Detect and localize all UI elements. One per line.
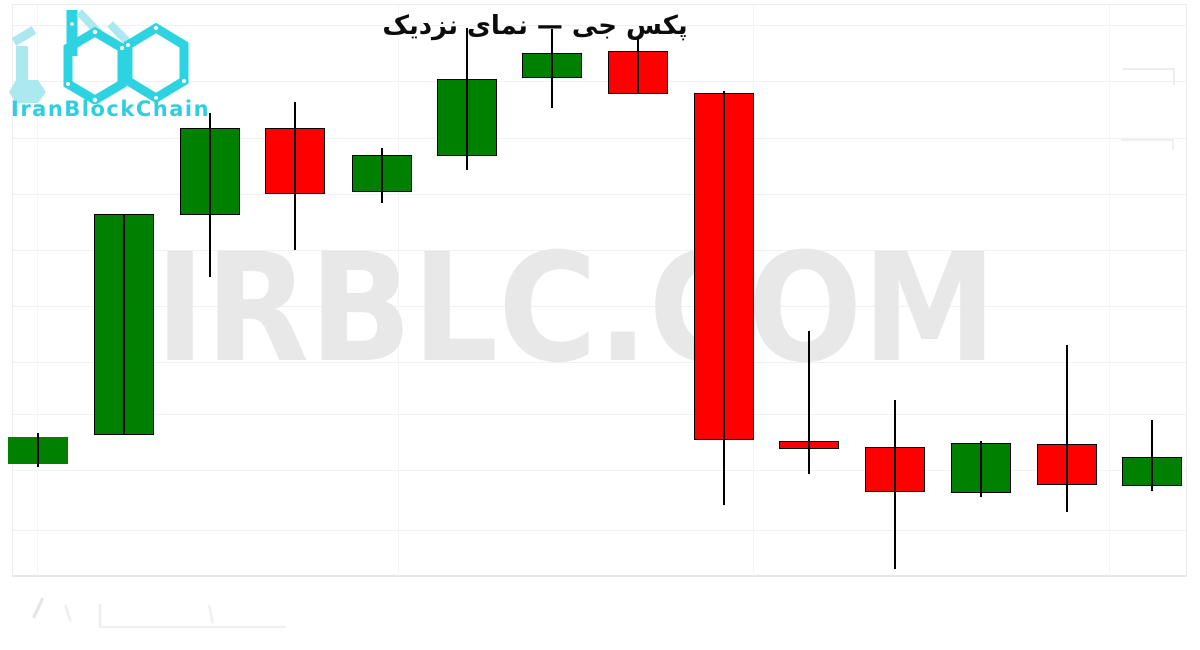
gridline-vertical (753, 5, 754, 576)
gridline-vertical (1109, 5, 1110, 576)
candle-wick (380, 148, 383, 203)
gridline-vertical (37, 5, 38, 576)
erased-label-artifact (100, 626, 286, 628)
candle-wick (722, 91, 725, 505)
gridline-horizontal (13, 414, 1186, 415)
gridline-horizontal (13, 250, 1186, 251)
gridline-vertical (398, 5, 399, 576)
gridline-horizontal (13, 470, 1186, 471)
candle-wick (550, 29, 553, 108)
iranblockchain-logo-icon (9, 9, 189, 104)
gridline-horizontal (13, 530, 1186, 531)
candle-wick (36, 433, 39, 467)
candle-wick (807, 331, 810, 474)
candle-wick (979, 441, 982, 497)
erased-label-artifact (1123, 68, 1175, 85)
candle-wick (123, 214, 125, 435)
brand-name: IranBlockChain (11, 97, 211, 121)
candle-wick (636, 39, 639, 94)
gridline-horizontal (13, 362, 1186, 363)
candle-wick (466, 28, 468, 170)
erased-label-artifact (1121, 139, 1174, 150)
gridline-horizontal (13, 306, 1186, 307)
candle-wick (893, 400, 896, 569)
candle-wick (294, 102, 296, 250)
erased-label-artifact (99, 604, 101, 628)
gridline-horizontal (13, 194, 1186, 195)
candle-wick (208, 113, 211, 277)
gridline-horizontal (13, 25, 1186, 26)
watermark-text: IRBLC.COM (155, 222, 997, 396)
gridline-horizontal (13, 138, 1186, 139)
plot-border (12, 4, 1187, 577)
candle-wick (1151, 420, 1153, 491)
gridline-horizontal (13, 81, 1186, 82)
chart-title: پکس جی — نمای نزدیک (382, 11, 688, 41)
candle-wick (1065, 345, 1068, 512)
